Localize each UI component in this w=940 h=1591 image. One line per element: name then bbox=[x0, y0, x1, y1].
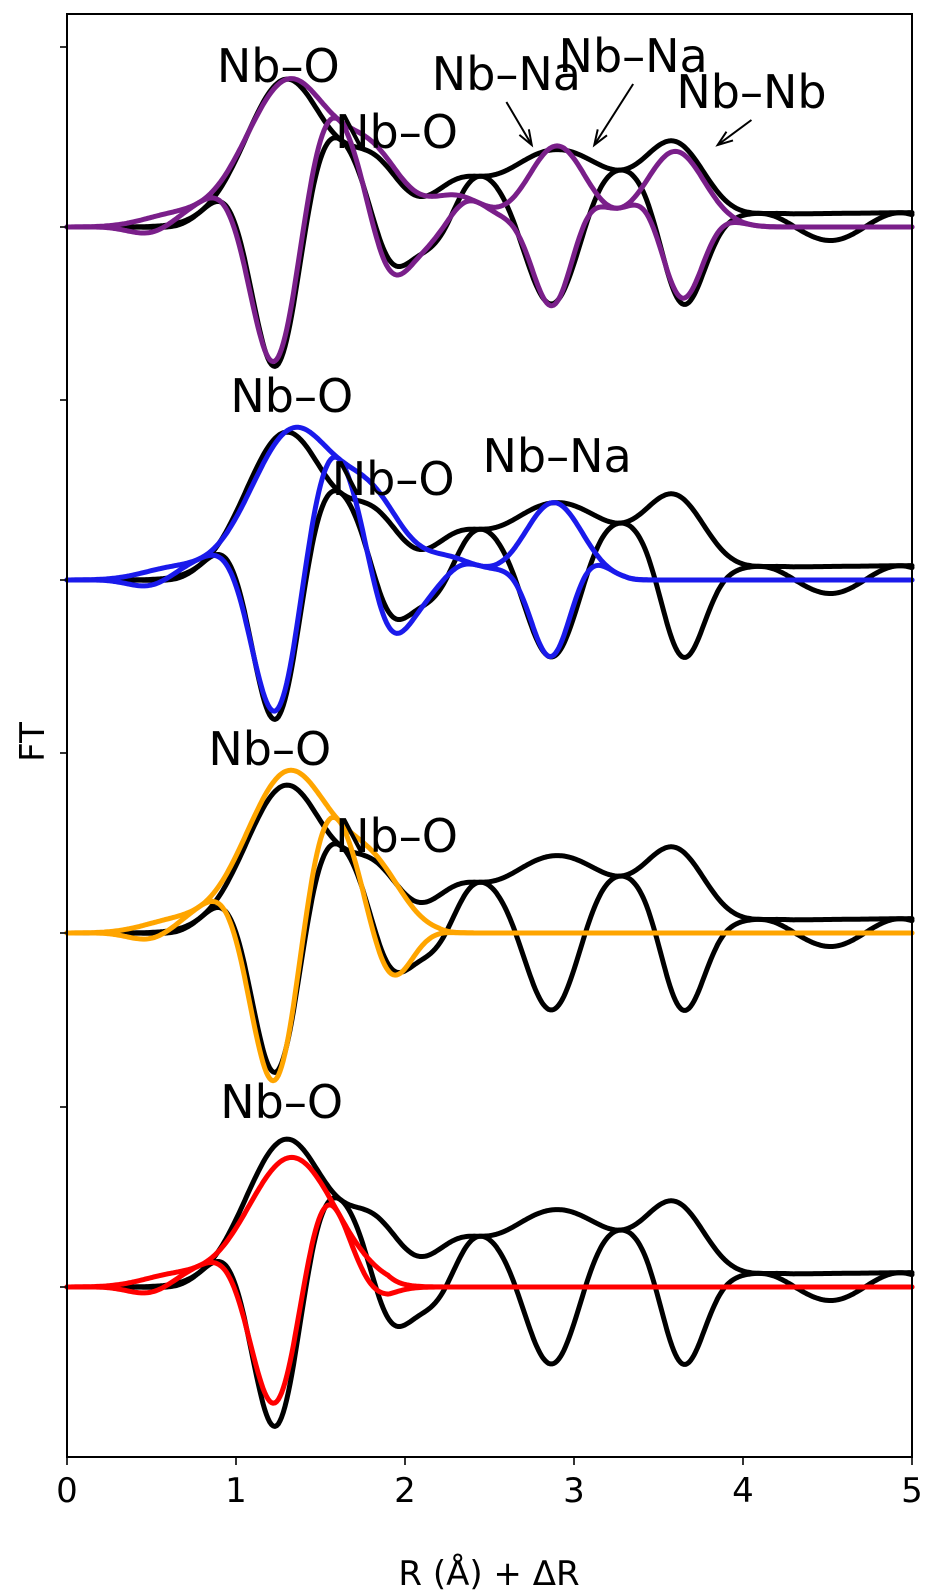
data-imaginary-line bbox=[64, 841, 915, 1075]
fit-imaginary-line bbox=[64, 115, 915, 365]
y-ticks bbox=[60, 46, 67, 1288]
x-tick-label: 4 bbox=[732, 1471, 754, 1511]
y-axis-label: FT bbox=[13, 722, 53, 762]
arrow-head bbox=[518, 129, 534, 148]
peak-label: Nb–Na bbox=[559, 29, 708, 83]
x-axis-label: R (Å) + ΔR bbox=[398, 1553, 579, 1591]
peak-label: Nb–O bbox=[220, 1075, 343, 1129]
annotation-arrow bbox=[505, 101, 533, 146]
x-tick-label: 2 bbox=[394, 1471, 416, 1511]
peak-label: Nb–Na bbox=[482, 429, 631, 483]
x-ticks: 0 1 2 3 4 5 bbox=[56, 1457, 923, 1511]
x-tick-label: 0 bbox=[56, 1471, 78, 1511]
fit-imaginary-line bbox=[64, 1202, 915, 1406]
plot-frame bbox=[66, 13, 913, 1458]
arrow-head bbox=[715, 131, 734, 147]
curves-layer bbox=[64, 76, 915, 1429]
peak-label: Nb–O bbox=[217, 39, 340, 93]
peak-label: Nb–Na bbox=[432, 47, 581, 101]
peak-label: Nb–O bbox=[208, 722, 331, 776]
peak-label: Nb–O bbox=[335, 105, 458, 159]
peak-label: Nb–O bbox=[335, 809, 458, 863]
fit-imaginary-line bbox=[64, 454, 915, 714]
data-imaginary-line bbox=[64, 1195, 915, 1429]
peak-label: Nb–O bbox=[230, 369, 353, 423]
arrow-head bbox=[592, 129, 608, 148]
data-magnitude-line bbox=[64, 1136, 915, 1290]
x-tick-label: 1 bbox=[225, 1471, 247, 1511]
annotation-arrow bbox=[593, 83, 634, 146]
fit-imaginary-line bbox=[64, 814, 915, 1084]
x-tick-label: 3 bbox=[563, 1471, 585, 1511]
annotation-arrow bbox=[717, 119, 753, 146]
peak-label: Nb–O bbox=[332, 452, 455, 506]
data-imaginary-line bbox=[64, 488, 915, 722]
x-tick-label: 5 bbox=[901, 1471, 923, 1511]
peak-label: Nb–Nb bbox=[676, 65, 826, 119]
data-imaginary-line bbox=[64, 135, 915, 369]
